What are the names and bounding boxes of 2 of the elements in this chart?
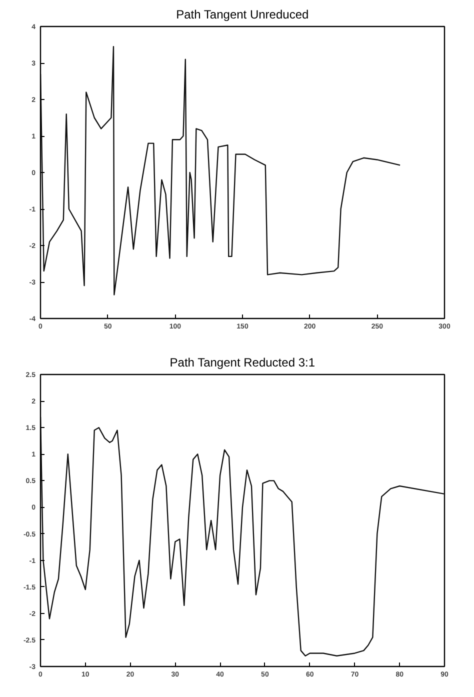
- chart-title: Path Tangent Reducted 3:1: [170, 356, 316, 370]
- chart-title: Path Tangent Unreduced: [176, 8, 309, 22]
